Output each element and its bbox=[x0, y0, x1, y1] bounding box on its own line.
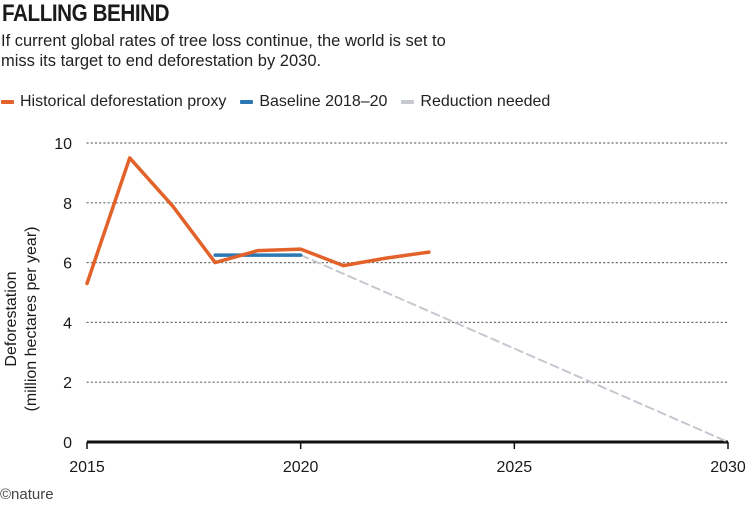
legend-item-historical: Historical deforestation proxy bbox=[1, 93, 226, 111]
y-tick-label-4: 4 bbox=[63, 315, 72, 332]
legend-swatch-baseline bbox=[240, 100, 254, 104]
x-tick-label-2020: 2020 bbox=[283, 459, 319, 476]
legend-label-baseline: Baseline 2018–20 bbox=[259, 93, 388, 110]
y-tick-label-10: 10 bbox=[54, 136, 72, 153]
series-line-historical bbox=[85, 156, 431, 286]
legend-label-reduction: Reduction needed bbox=[420, 93, 551, 110]
legend-item-baseline: Baseline 2018–20 bbox=[240, 93, 387, 111]
y-tick-label-2: 2 bbox=[63, 375, 72, 392]
chart-subtitle: If current global rates of tree loss con… bbox=[1, 32, 446, 70]
y-tick-label-6: 6 bbox=[63, 256, 72, 273]
chart-title: FALLING BEHIND bbox=[2, 0, 170, 27]
y-axis-label: Deforestation (million hectares per year) bbox=[3, 227, 40, 412]
x-tick-label-2025: 2025 bbox=[497, 459, 533, 476]
legend-swatch-reduction bbox=[401, 100, 415, 104]
legend-item-reduction: Reduction needed bbox=[401, 93, 550, 111]
x-tick-label-2030: 2030 bbox=[710, 459, 746, 476]
nature-credit: ©nature bbox=[0, 486, 54, 503]
x-tick-label-2015: 2015 bbox=[69, 459, 105, 476]
chart-legend: Historical deforestation proxy Baseline … bbox=[1, 92, 564, 112]
series-line-reduction bbox=[299, 254, 729, 443]
y-tick-label-8: 8 bbox=[63, 196, 72, 213]
y-tick-label-0: 0 bbox=[63, 435, 72, 452]
legend-swatch-historical bbox=[1, 100, 14, 104]
legend-label-historical: Historical deforestation proxy bbox=[20, 93, 227, 110]
